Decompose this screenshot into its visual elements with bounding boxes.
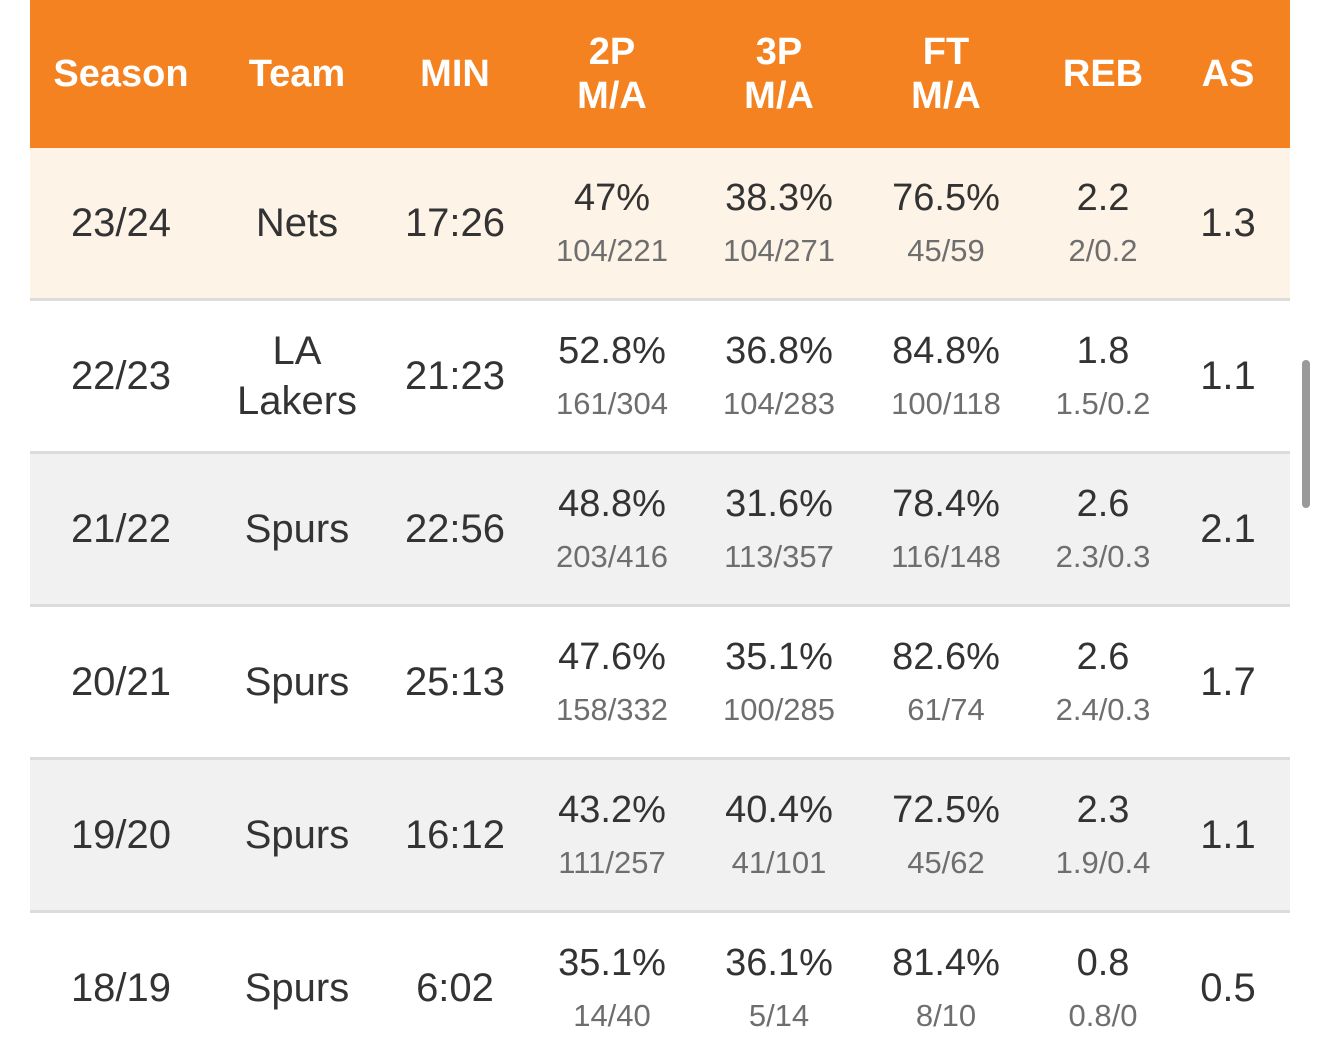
as-cell: 1.3 <box>1200 201 1256 245</box>
ft-cell: 82.6% 61/74 <box>892 636 1000 727</box>
ft-cell: 72.5% 45/62 <box>892 789 1000 880</box>
header-3p[interactable]: 3P M/A <box>744 31 814 117</box>
ft-cell: 76.5% 45/59 <box>892 177 1000 268</box>
two-p-cell: 47% 104/221 <box>555 177 669 268</box>
header-reb[interactable]: REB <box>1062 53 1144 95</box>
header-2p[interactable]: 2P M/A <box>577 31 647 117</box>
three-p-cell: 35.1% 100/285 <box>722 636 836 727</box>
ft-cell: 81.4% 8/10 <box>892 942 1000 1033</box>
table-header: Season Team MIN 2P M/A 3P M/A FT M/A REB… <box>30 0 1290 148</box>
season-stats-table: Season Team MIN 2P M/A 3P M/A FT M/A REB… <box>30 0 1290 1057</box>
three-p-cell: 40.4% 41/101 <box>725 789 833 880</box>
two-p-cell: 52.8% 161/304 <box>555 330 669 421</box>
reb-cell: 0.8 0.8/0 <box>1068 942 1138 1033</box>
table-row[interactable]: 20/21 Spurs 25:13 47.6% 158/332 35.1% 100/… <box>30 607 1290 760</box>
two-p-cell: 48.8% 203/416 <box>555 483 669 574</box>
team-cell: Spurs <box>244 507 350 551</box>
three-p-cell: 31.6% 113/357 <box>724 483 834 574</box>
three-p-cell: 38.3% 104/271 <box>722 177 836 268</box>
two-p-cell: 43.2% 111/257 <box>558 789 666 880</box>
scrollbar[interactable] <box>1302 360 1310 508</box>
season-cell: 20/21 <box>70 660 172 704</box>
reb-cell: 2.6 2.3/0.3 <box>1055 483 1151 574</box>
as-cell: 1.1 <box>1200 354 1256 398</box>
reb-cell: 2.2 2/0.2 <box>1068 177 1138 268</box>
season-cell: 21/22 <box>70 507 172 551</box>
table-row[interactable]: 18/19 Spurs 6:02 35.1% 14/40 36.1% 5/14 81… <box>30 913 1290 1057</box>
season-cell: 19/20 <box>70 813 172 857</box>
season-cell: 22/23 <box>70 354 172 398</box>
season-cell: 23/24 <box>70 201 172 245</box>
three-p-cell: 36.8% 104/283 <box>722 330 836 421</box>
as-cell: 0.5 <box>1200 966 1256 1010</box>
team-cell: Nets <box>255 201 339 245</box>
min-cell: 25:13 <box>404 660 506 704</box>
min-cell: 16:12 <box>404 813 506 857</box>
min-cell: 17:26 <box>404 201 506 245</box>
table-row[interactable]: 21/22 Spurs 22:56 48.8% 203/416 31.6% 113/… <box>30 454 1290 607</box>
reb-cell: 1.8 1.5/0.2 <box>1055 330 1151 421</box>
as-cell: 2.1 <box>1200 507 1256 551</box>
min-cell: 6:02 <box>416 966 494 1010</box>
as-cell: 1.1 <box>1200 813 1256 857</box>
two-p-cell: 47.6% 158/332 <box>555 636 669 727</box>
min-cell: 21:23 <box>404 354 506 398</box>
reb-cell: 2.6 2.4/0.3 <box>1055 636 1151 727</box>
three-p-cell: 36.1% 5/14 <box>725 942 833 1033</box>
ft-cell: 78.4% 116/148 <box>891 483 1001 574</box>
table-row[interactable]: 23/24 Nets 17:26 47% 104/221 38.3% 104/271… <box>30 148 1290 301</box>
header-as[interactable]: AS <box>1201 53 1255 95</box>
header-min[interactable]: MIN <box>420 53 490 95</box>
ft-cell: 84.8% 100/118 <box>891 330 1001 421</box>
team-cell: Spurs <box>244 813 350 857</box>
table-row[interactable]: 22/23 LA Lakers 21:23 52.8% 161/304 36.8%… <box>30 301 1290 454</box>
header-ft[interactable]: FT M/A <box>911 31 981 117</box>
header-season[interactable]: Season <box>53 53 189 95</box>
team-cell: Spurs <box>244 660 350 704</box>
team-cell: Spurs <box>244 966 350 1010</box>
season-cell: 18/19 <box>70 966 172 1010</box>
reb-cell: 2.3 1.9/0.4 <box>1055 789 1151 880</box>
min-cell: 22:56 <box>404 507 506 551</box>
team-cell: LA Lakers <box>236 329 358 423</box>
as-cell: 1.7 <box>1200 660 1256 704</box>
header-team[interactable]: Team <box>248 53 346 95</box>
table-row[interactable]: 19/20 Spurs 16:12 43.2% 111/257 40.4% 41/1… <box>30 760 1290 913</box>
two-p-cell: 35.1% 14/40 <box>558 942 666 1033</box>
